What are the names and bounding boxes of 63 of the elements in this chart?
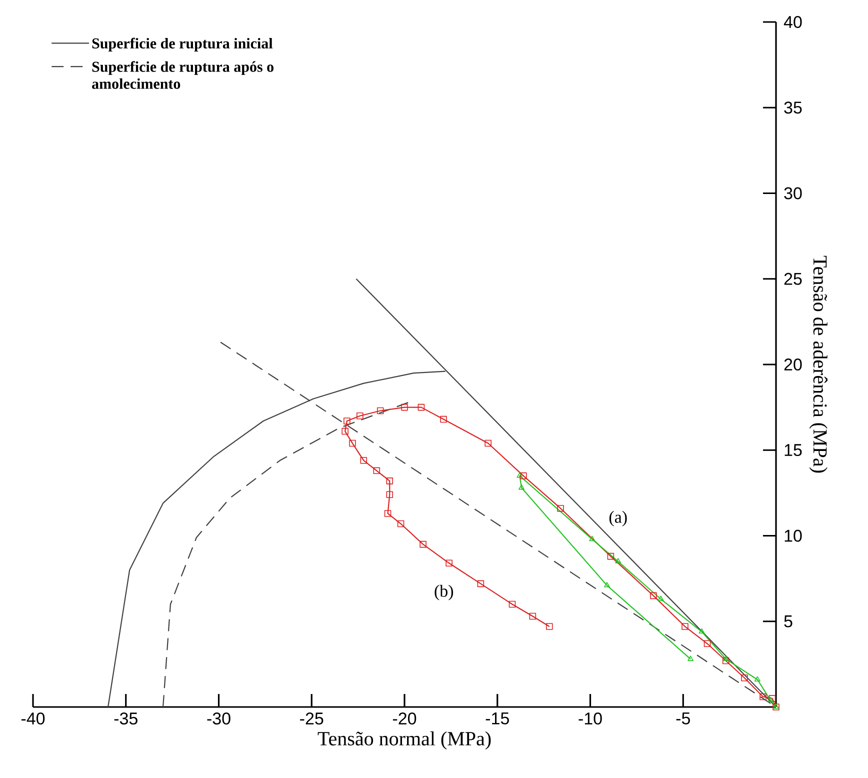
x-tick-label: -20	[392, 712, 416, 725]
x-tick-label: -5	[676, 712, 690, 724]
point	[386, 491, 394, 498]
point	[342, 428, 348, 435]
point	[484, 440, 492, 447]
y-tick-label: 20	[784, 358, 802, 371]
point	[529, 612, 536, 620]
point	[557, 504, 564, 512]
point	[607, 552, 614, 560]
point	[477, 580, 484, 588]
point	[741, 674, 748, 682]
point	[604, 582, 610, 588]
x-tick-label: -15	[486, 712, 509, 724]
point	[546, 623, 553, 630]
point	[384, 510, 392, 517]
point	[420, 540, 426, 548]
point	[767, 696, 774, 702]
y-tick-label: 15	[784, 444, 802, 456]
point	[682, 623, 688, 630]
point	[516, 472, 523, 478]
point	[401, 404, 408, 411]
point	[356, 412, 364, 420]
point	[446, 560, 452, 567]
y-tick-label: 35	[784, 102, 802, 114]
point	[520, 472, 527, 480]
point	[688, 656, 694, 661]
x-axis-title: Tensão normal (MPa)	[318, 731, 491, 750]
x-tick-label: -40	[21, 712, 45, 725]
point	[615, 558, 622, 564]
point	[373, 467, 380, 474]
x-tick-label: -10	[578, 712, 602, 725]
legend-label: Superficie de ruptura inicial	[92, 38, 273, 52]
point	[722, 656, 729, 661]
y-tick-label: 10	[784, 530, 802, 542]
y-tick-label: 5	[784, 615, 792, 628]
y-tick-label: 30	[784, 187, 802, 200]
legend-label: Superficie de ruptura após o amolecimento	[92, 61, 274, 89]
point	[440, 416, 447, 423]
point	[754, 676, 760, 682]
x-tick-label: -35	[114, 712, 138, 725]
point	[418, 404, 425, 411]
y-axis-title: Tensão de aderência (MPa)	[809, 256, 828, 473]
point	[360, 457, 368, 464]
x-tick-label: -30	[207, 712, 230, 725]
point	[508, 600, 516, 608]
point	[518, 484, 525, 490]
y-tick-label: 25	[784, 272, 802, 285]
x-tick-label: -25	[300, 712, 324, 725]
point	[698, 628, 705, 634]
point	[397, 520, 404, 528]
annotation: (b)	[434, 584, 454, 600]
point	[760, 693, 766, 700]
y-tick-label: 40	[784, 16, 802, 28]
point	[386, 478, 394, 484]
point	[658, 596, 664, 602]
point	[344, 418, 350, 424]
point	[349, 440, 356, 447]
point	[650, 592, 657, 600]
annotation: (a)	[609, 510, 627, 526]
point	[704, 640, 711, 648]
point	[722, 657, 730, 664]
point	[589, 536, 596, 542]
point	[376, 407, 384, 414]
